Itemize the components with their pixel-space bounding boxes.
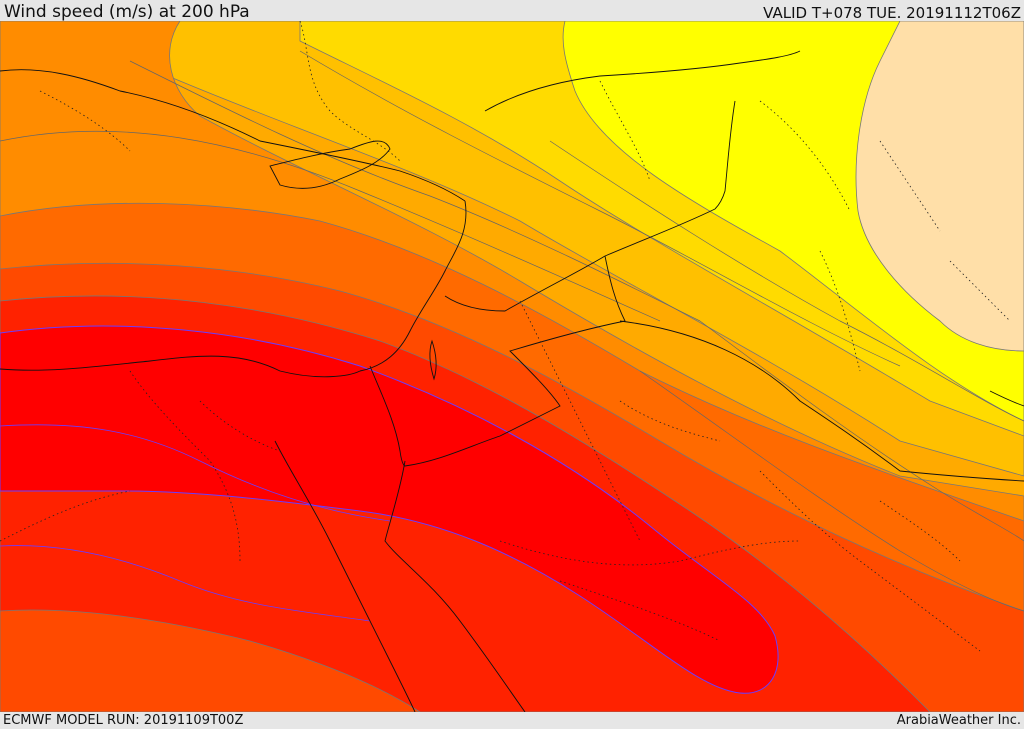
contour-lines xyxy=(0,50,1024,612)
model-run-label: ECMWF MODEL RUN: 20191109T00Z xyxy=(3,713,244,728)
header-bar: Wind speed (m/s) at 200 hPa VALID T+078 … xyxy=(0,0,1024,21)
map-title: Wind speed (m/s) at 200 hPa xyxy=(4,2,250,22)
borders xyxy=(369,50,1024,482)
band-calm xyxy=(855,21,1024,352)
map-canvas xyxy=(0,21,1024,712)
valid-time-label: VALID T+078 TUE. 20191112T06Z xyxy=(763,4,1021,22)
contour-lobe-2 xyxy=(0,545,371,622)
wind-speed-map xyxy=(0,21,1024,712)
band-jet-core xyxy=(0,325,779,694)
coastlines xyxy=(0,69,1024,712)
admin-borders xyxy=(0,21,1011,652)
footer-bar: ECMWF MODEL RUN: 20191109T00Z ArabiaWeat… xyxy=(0,712,1024,729)
contour-lobe-1 xyxy=(0,424,391,522)
credit-label: ArabiaWeather Inc. xyxy=(896,713,1021,728)
band-sw-lobe xyxy=(0,609,421,712)
